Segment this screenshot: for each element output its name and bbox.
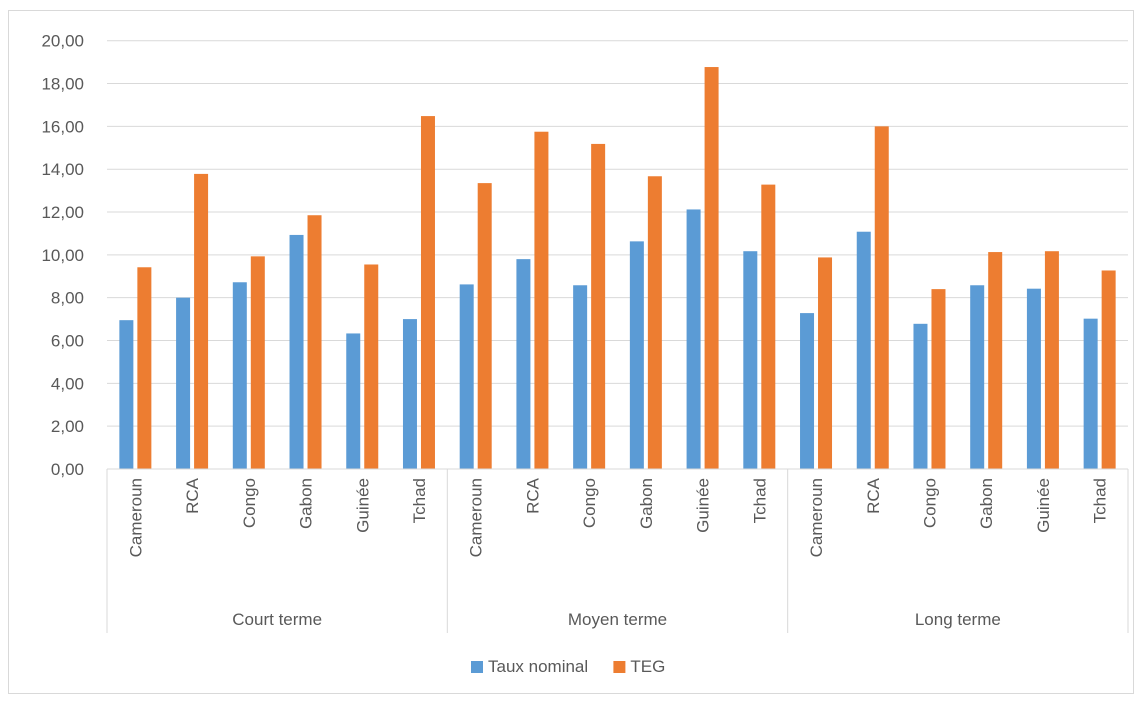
bar-teg bbox=[647, 176, 662, 469]
bar-taux-nominal bbox=[459, 284, 474, 469]
bar-teg bbox=[1044, 251, 1059, 469]
bar-taux-nominal bbox=[573, 285, 588, 469]
bar-taux-nominal bbox=[856, 231, 871, 469]
x-category-label: Congo bbox=[580, 478, 599, 528]
y-tick-label: 4,00 bbox=[51, 374, 84, 393]
bar-taux-nominal bbox=[176, 297, 191, 469]
y-tick-label: 14,00 bbox=[41, 160, 84, 179]
bar-teg bbox=[874, 126, 889, 470]
y-tick-label: 12,00 bbox=[41, 203, 84, 222]
bar-teg bbox=[477, 183, 492, 470]
x-category-label: Gabon bbox=[637, 478, 656, 529]
x-category-label: Congo bbox=[920, 478, 939, 528]
bar-taux-nominal bbox=[1083, 318, 1098, 469]
bar-taux-nominal bbox=[800, 313, 815, 469]
x-category-label: Cameroun bbox=[467, 478, 486, 557]
bar-teg bbox=[761, 184, 776, 469]
x-category-label: Tchad bbox=[410, 478, 429, 523]
bar-teg bbox=[534, 131, 549, 469]
x-category-label: Gabon bbox=[977, 478, 996, 529]
bar-teg bbox=[988, 252, 1003, 469]
legend-swatch bbox=[613, 661, 626, 673]
y-tick-label: 18,00 bbox=[41, 75, 84, 94]
bar-taux-nominal bbox=[686, 209, 701, 469]
bar-taux-nominal bbox=[402, 319, 417, 469]
group-label: Long terme bbox=[915, 610, 1001, 629]
x-category-label: Guinée bbox=[694, 478, 713, 533]
bar-teg bbox=[194, 173, 209, 469]
bar-taux-nominal bbox=[232, 282, 247, 469]
x-category-label: Tchad bbox=[750, 478, 769, 523]
bar-taux-nominal bbox=[629, 241, 644, 469]
bar-teg bbox=[250, 256, 265, 469]
x-category-label: Tchad bbox=[1091, 478, 1110, 523]
bar-taux-nominal bbox=[913, 323, 928, 469]
bar-teg bbox=[1101, 270, 1116, 469]
x-category-label: Gabon bbox=[297, 478, 316, 529]
bar-taux-nominal bbox=[970, 285, 985, 469]
y-tick-label: 10,00 bbox=[41, 246, 84, 265]
legend-item: Taux nominal bbox=[471, 657, 588, 676]
group-label: Moyen terme bbox=[568, 610, 667, 629]
bar-taux-nominal bbox=[346, 333, 361, 469]
x-category-label: Congo bbox=[240, 478, 259, 528]
bar-taux-nominal bbox=[743, 251, 758, 469]
bar-teg bbox=[704, 67, 719, 469]
x-category-label: RCA bbox=[523, 477, 542, 514]
bar-teg bbox=[818, 257, 833, 469]
y-tick-label: 6,00 bbox=[51, 332, 84, 351]
x-category-label: Guinée bbox=[1034, 478, 1053, 533]
x-category-label: RCA bbox=[864, 477, 883, 514]
y-tick-label: 2,00 bbox=[51, 417, 84, 436]
x-category-label: Guinée bbox=[353, 478, 372, 533]
y-tick-label: 0,00 bbox=[51, 460, 84, 479]
group-label: Court terme bbox=[232, 610, 322, 629]
y-tick-label: 16,00 bbox=[41, 117, 84, 136]
bar-taux-nominal bbox=[1026, 288, 1041, 469]
bar-teg bbox=[364, 264, 379, 469]
x-category-label: RCA bbox=[183, 477, 202, 514]
legend-item: TEG bbox=[613, 657, 665, 676]
legend-label: TEG bbox=[630, 657, 665, 676]
bar-teg bbox=[307, 215, 322, 469]
x-category-label: Cameroun bbox=[126, 478, 145, 557]
bar-taux-nominal bbox=[516, 259, 531, 469]
bar-teg bbox=[137, 267, 152, 469]
bar-taux-nominal bbox=[289, 234, 304, 469]
bar-teg bbox=[591, 143, 606, 470]
x-category-label: Cameroun bbox=[807, 478, 826, 557]
bar-teg bbox=[420, 116, 435, 469]
y-tick-label: 8,00 bbox=[51, 289, 84, 308]
legend-label: Taux nominal bbox=[488, 657, 588, 676]
bar-teg bbox=[931, 289, 946, 469]
y-tick-label: 20,00 bbox=[41, 32, 84, 51]
legend-swatch bbox=[471, 661, 483, 673]
bar-taux-nominal bbox=[119, 320, 134, 469]
